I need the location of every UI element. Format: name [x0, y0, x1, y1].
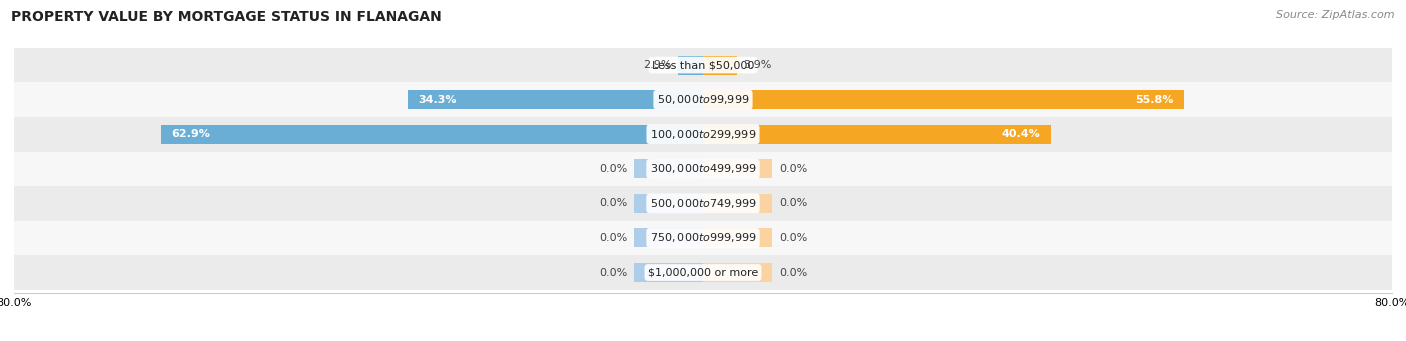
Text: 0.0%: 0.0% [599, 198, 627, 208]
Text: 0.0%: 0.0% [599, 233, 627, 243]
Text: 34.3%: 34.3% [418, 95, 457, 105]
Text: Less than $50,000: Less than $50,000 [652, 60, 754, 70]
Text: 55.8%: 55.8% [1135, 95, 1173, 105]
Text: 3.9%: 3.9% [744, 60, 772, 70]
Text: PROPERTY VALUE BY MORTGAGE STATUS IN FLANAGAN: PROPERTY VALUE BY MORTGAGE STATUS IN FLA… [11, 10, 441, 24]
Bar [703, 228, 772, 248]
Text: 0.0%: 0.0% [599, 164, 627, 174]
Text: 0.0%: 0.0% [779, 164, 807, 174]
Text: 0.0%: 0.0% [599, 268, 627, 278]
Text: 2.9%: 2.9% [643, 60, 671, 70]
Text: 0.0%: 0.0% [779, 233, 807, 243]
Bar [703, 56, 737, 75]
Bar [408, 90, 703, 109]
Text: 0.0%: 0.0% [779, 198, 807, 208]
Text: 0.0%: 0.0% [779, 268, 807, 278]
Text: $300,000 to $499,999: $300,000 to $499,999 [650, 162, 756, 175]
Text: $500,000 to $749,999: $500,000 to $749,999 [650, 197, 756, 210]
Bar [678, 56, 703, 75]
Bar [703, 159, 772, 178]
Legend: Without Mortgage, With Mortgage: Without Mortgage, With Mortgage [579, 338, 827, 341]
Text: 62.9%: 62.9% [172, 129, 211, 139]
Bar [162, 125, 703, 144]
Bar [14, 48, 1392, 83]
Bar [14, 151, 1392, 186]
Bar [14, 186, 1392, 221]
Text: Source: ZipAtlas.com: Source: ZipAtlas.com [1277, 10, 1395, 20]
Text: 40.4%: 40.4% [1002, 129, 1040, 139]
Text: $1,000,000 or more: $1,000,000 or more [648, 268, 758, 278]
Bar [703, 194, 772, 213]
Text: $750,000 to $999,999: $750,000 to $999,999 [650, 232, 756, 244]
Bar [14, 117, 1392, 151]
Bar [634, 263, 703, 282]
Bar [703, 90, 1184, 109]
Text: $100,000 to $299,999: $100,000 to $299,999 [650, 128, 756, 141]
Bar [703, 263, 772, 282]
Bar [14, 221, 1392, 255]
Bar [634, 159, 703, 178]
Text: $50,000 to $99,999: $50,000 to $99,999 [657, 93, 749, 106]
Bar [634, 194, 703, 213]
Bar [703, 125, 1050, 144]
Bar [14, 255, 1392, 290]
Bar [634, 228, 703, 248]
Bar [14, 83, 1392, 117]
